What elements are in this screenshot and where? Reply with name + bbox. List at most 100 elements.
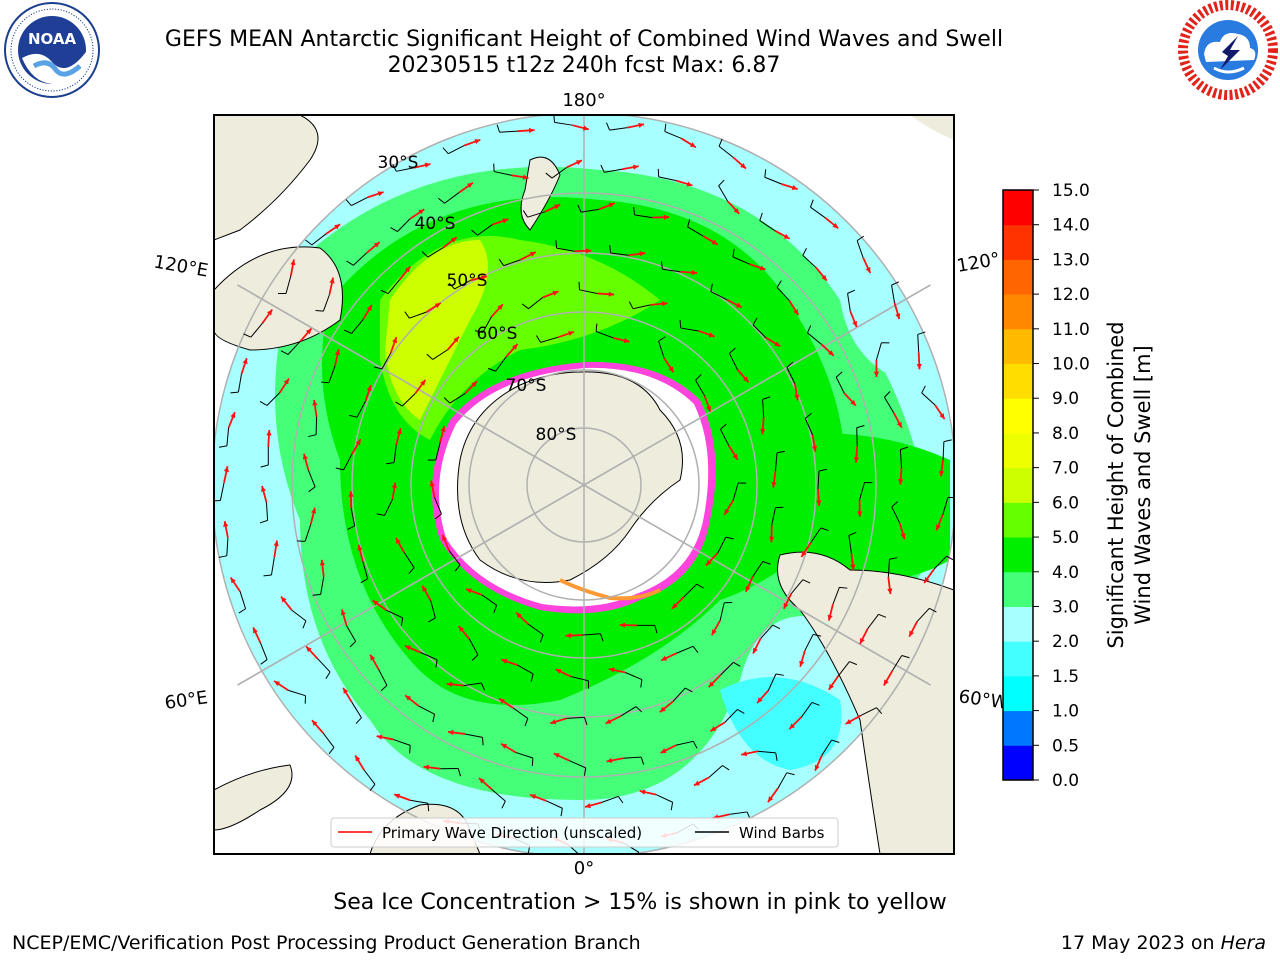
wind-barb-flag: [633, 206, 636, 215]
wave-arrowhead: [465, 588, 472, 594]
wind-barb: [320, 576, 325, 595]
wind-barb: [891, 285, 896, 303]
wind-barb: [821, 739, 833, 756]
wind-barb-flag: [718, 179, 725, 187]
wind-barb: [804, 418, 814, 436]
wave-arrowhead: [873, 371, 880, 378]
wave-arrowhead: [446, 681, 453, 688]
wave-arrowhead: [501, 743, 508, 749]
wave-arrowhead: [789, 723, 796, 730]
wind-barb-flag: [308, 434, 317, 438]
wind-barb-flag: [522, 210, 529, 218]
wind-barb-flag: [710, 283, 713, 292]
wind-barb-flag: [891, 281, 900, 286]
colorbar-tick-label: 2.0: [1052, 632, 1079, 652]
lon-label-60w: 60°W: [957, 686, 1009, 714]
wind-barb-flag: [775, 673, 784, 676]
wave-arrowhead: [608, 291, 615, 297]
wave-arrows: [223, 122, 946, 846]
wind-barb-flag: [595, 323, 598, 332]
wind-barb-flag: [535, 335, 542, 343]
wind-barb: [582, 633, 601, 636]
chart-title: GEFS MEAN Antarctic Significant Height o…: [164, 27, 1004, 52]
wind-barb-flag: [687, 219, 691, 228]
lon-label-60e: 60°E: [163, 687, 209, 714]
wind-barb-flag: [218, 445, 227, 448]
wind-barb-flag: [427, 803, 430, 812]
wind-barb: [720, 661, 734, 676]
wind-barb: [752, 324, 767, 338]
wind-barb: [620, 706, 637, 717]
wave-arrowhead: [711, 629, 717, 636]
wave-arrowhead: [608, 667, 615, 673]
wave-arrowhead: [396, 428, 402, 435]
wind-barb-flag: [856, 235, 865, 242]
wave-arrowhead: [223, 521, 229, 527]
wind-barb-flag: [720, 423, 727, 430]
wave-arrowhead: [821, 274, 827, 281]
wind-barb-flag: [263, 574, 272, 577]
wind-barb: [680, 327, 699, 332]
wave-arrowhead: [260, 485, 266, 492]
wind-barb-flag: [493, 605, 498, 613]
wave-arrowhead: [348, 491, 354, 497]
colorbar-tick-label: 13.0: [1052, 250, 1090, 270]
wind-barb-flag: [848, 531, 857, 536]
wave-arrowhead: [895, 313, 901, 320]
wave-arrowhead: [711, 239, 718, 245]
wind-barb: [764, 176, 782, 185]
wind-barb-flag: [943, 439, 952, 443]
wind-barb-flag: [583, 717, 588, 726]
wind-barb: [848, 535, 852, 554]
wind-barb-flag: [732, 248, 735, 257]
wave-arrowhead: [661, 301, 668, 307]
wind-barb-flag: [409, 745, 411, 754]
land-new-zealand: [520, 156, 561, 231]
wind-barb-flag: [901, 654, 910, 659]
wind-barb-flag: [530, 673, 534, 682]
wave-arrowhead: [768, 536, 775, 543]
lon-label-120e: 120°E: [152, 251, 210, 281]
wave-arrowhead: [555, 669, 562, 674]
wind-barb: [307, 469, 316, 488]
wave-arrowhead: [319, 559, 325, 566]
wind-barb-flag: [635, 706, 643, 713]
wave-arrowhead: [501, 658, 508, 664]
colorbar-tick-label: 0.5: [1052, 736, 1079, 756]
wind-barb-flag: [670, 802, 674, 811]
wind-barb-flag: [679, 320, 682, 329]
wave-arrowhead: [502, 218, 509, 224]
footer-host: Hera: [1220, 932, 1266, 954]
wind-barb-flag: [238, 608, 246, 614]
colorbar-tick-label: 9.0: [1052, 389, 1079, 409]
wind-barb: [683, 583, 698, 598]
wind-barb: [720, 429, 730, 446]
wave-arrowhead: [312, 399, 318, 406]
wave-arrowhead: [939, 413, 945, 420]
wave-arrowhead: [783, 233, 790, 239]
wind-barb: [856, 240, 864, 258]
wind-barb: [265, 502, 269, 521]
wind-barb-flag: [889, 557, 898, 560]
wave-arrowhead: [283, 378, 289, 385]
wave-arrowhead: [458, 625, 465, 632]
wind-barb-flag: [344, 329, 352, 334]
wind-barb: [517, 664, 534, 675]
wave-arrowhead: [639, 251, 646, 257]
wind-barb: [468, 638, 479, 656]
wave-arrowhead: [434, 303, 441, 309]
sea-ice-yellow-edge: [559, 578, 661, 601]
wave-arrowhead: [450, 237, 457, 243]
wind-barb-flag: [421, 251, 429, 258]
wind-barb-flag: [545, 172, 553, 179]
wind-barb: [672, 687, 686, 702]
graticule: [214, 115, 954, 854]
wind-barb-flag: [847, 289, 856, 294]
wave-arrowhead: [340, 609, 346, 616]
wind-barb: [434, 497, 442, 515]
footer-date: 17 May 2023 on Hera: [1061, 932, 1266, 954]
wind-barb-flag: [302, 620, 307, 629]
wave-arrowhead: [827, 614, 833, 621]
wind-barb: [328, 365, 336, 383]
